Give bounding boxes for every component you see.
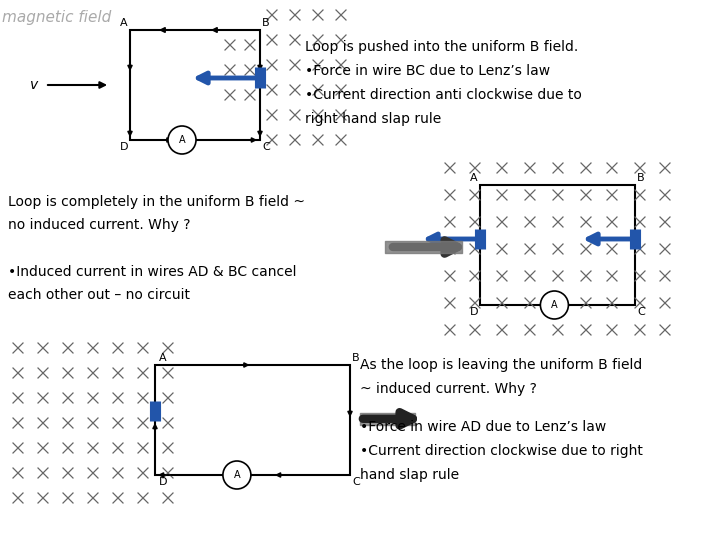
Text: •Force in wire BC due to Lenz’s law: •Force in wire BC due to Lenz’s law <box>305 64 550 78</box>
Text: v: v <box>30 78 38 92</box>
Text: A: A <box>120 18 128 28</box>
Text: B: B <box>637 173 644 183</box>
Text: right hand slap rule: right hand slap rule <box>305 112 441 126</box>
Text: A: A <box>470 173 478 183</box>
Circle shape <box>223 461 251 489</box>
Text: Loop is completely in the uniform B field ~: Loop is completely in the uniform B fiel… <box>8 195 305 209</box>
Text: •Force in wire AD due to Lenz’s law: •Force in wire AD due to Lenz’s law <box>360 420 606 434</box>
Text: D: D <box>120 142 128 152</box>
Text: Loop is pushed into the uniform B field.: Loop is pushed into the uniform B field. <box>305 40 578 54</box>
Text: A: A <box>159 353 166 363</box>
Text: C: C <box>637 307 644 317</box>
Text: D: D <box>469 307 478 317</box>
Text: •Current direction clockwise due to right: •Current direction clockwise due to righ… <box>360 444 643 458</box>
Text: •Current direction anti clockwise due to: •Current direction anti clockwise due to <box>305 88 582 102</box>
Text: As the loop is leaving the uniform B field: As the loop is leaving the uniform B fie… <box>360 358 642 372</box>
Text: C: C <box>352 477 360 487</box>
Text: C: C <box>262 142 270 152</box>
Bar <box>480 185 635 305</box>
Text: hand slap rule: hand slap rule <box>360 468 459 482</box>
Bar <box>155 365 350 475</box>
Text: each other out – no circuit: each other out – no circuit <box>8 288 190 302</box>
Text: no induced current. Why ?: no induced current. Why ? <box>8 218 191 232</box>
Text: D: D <box>159 477 168 487</box>
Text: B: B <box>262 18 269 28</box>
Text: magnetic field: magnetic field <box>2 10 112 25</box>
Circle shape <box>168 126 196 154</box>
Text: A: A <box>233 470 240 480</box>
Text: B: B <box>352 353 359 363</box>
Text: A: A <box>551 300 558 310</box>
Circle shape <box>541 291 568 319</box>
Text: ~ induced current. Why ?: ~ induced current. Why ? <box>360 382 537 396</box>
Text: •Induced current in wires AD & BC cancel: •Induced current in wires AD & BC cancel <box>8 265 297 279</box>
Text: A: A <box>179 135 185 145</box>
Bar <box>130 30 260 140</box>
